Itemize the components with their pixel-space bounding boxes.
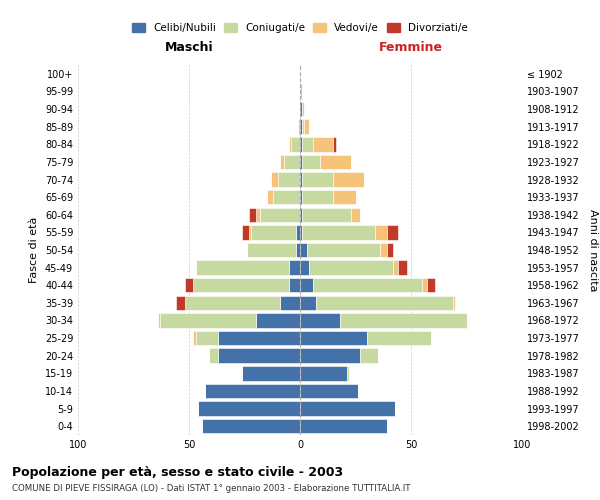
Bar <box>300 154 302 169</box>
Bar <box>218 331 300 345</box>
Bar <box>242 225 249 240</box>
Bar <box>300 419 386 434</box>
Bar <box>300 348 360 363</box>
Bar <box>309 260 393 275</box>
Bar <box>196 260 289 275</box>
Bar <box>280 154 284 169</box>
Bar <box>302 225 376 240</box>
Bar <box>196 331 218 345</box>
Legend: Celibi/Nubili, Coniugati/e, Vedovi/e, Divorziati/e: Celibi/Nubili, Coniugati/e, Vedovi/e, Di… <box>128 18 472 37</box>
Bar <box>313 278 422 292</box>
Bar <box>302 102 304 117</box>
Bar <box>280 296 300 310</box>
Bar <box>334 172 364 186</box>
Y-axis label: Anni di nascita: Anni di nascita <box>588 209 598 291</box>
Bar <box>300 384 358 398</box>
Bar <box>302 137 313 152</box>
Bar <box>453 296 455 310</box>
Bar <box>300 208 302 222</box>
Bar <box>367 331 431 345</box>
Bar <box>205 384 300 398</box>
Bar <box>260 208 300 222</box>
Bar <box>302 190 334 204</box>
Bar <box>300 278 313 292</box>
Bar <box>176 296 185 310</box>
Bar <box>300 120 302 134</box>
Bar <box>351 208 360 222</box>
Bar <box>334 137 335 152</box>
Bar <box>249 225 251 240</box>
Bar <box>360 348 378 363</box>
Bar <box>422 278 427 292</box>
Bar <box>296 243 300 257</box>
Bar <box>298 120 300 134</box>
Bar <box>307 243 380 257</box>
Bar <box>278 172 300 186</box>
Bar <box>393 260 398 275</box>
Bar <box>274 190 300 204</box>
Bar <box>300 225 302 240</box>
Bar <box>347 366 349 380</box>
Text: Femmine: Femmine <box>379 42 443 54</box>
Bar <box>300 172 302 186</box>
Bar <box>300 137 302 152</box>
Bar <box>300 366 347 380</box>
Bar <box>284 154 300 169</box>
Bar <box>386 225 398 240</box>
Bar <box>202 419 300 434</box>
Bar <box>300 260 309 275</box>
Bar <box>256 314 300 328</box>
Bar <box>380 243 386 257</box>
Bar <box>300 243 307 257</box>
Bar <box>218 348 300 363</box>
Bar <box>302 208 351 222</box>
Bar <box>296 225 300 240</box>
Bar <box>193 331 196 345</box>
Bar <box>302 172 334 186</box>
Bar <box>251 225 296 240</box>
Bar <box>302 120 304 134</box>
Bar <box>271 172 278 186</box>
Bar <box>320 154 351 169</box>
Bar <box>300 84 302 98</box>
Bar <box>386 243 393 257</box>
Bar <box>256 208 260 222</box>
Bar <box>266 190 274 204</box>
Bar <box>185 278 193 292</box>
Bar <box>242 366 300 380</box>
Bar <box>302 154 320 169</box>
Y-axis label: Fasce di età: Fasce di età <box>29 217 39 283</box>
Bar <box>249 208 256 222</box>
Text: Maschi: Maschi <box>164 42 214 54</box>
Text: COMUNE DI PIEVE FISSIRAGA (LO) - Dati ISTAT 1° gennaio 2003 - Elaborazione TUTTI: COMUNE DI PIEVE FISSIRAGA (LO) - Dati IS… <box>12 484 410 493</box>
Bar <box>291 137 300 152</box>
Bar <box>300 296 316 310</box>
Bar <box>334 190 355 204</box>
Bar <box>300 190 302 204</box>
Bar <box>209 348 218 363</box>
Bar <box>300 331 367 345</box>
Bar <box>289 260 300 275</box>
Bar <box>313 137 334 152</box>
Bar <box>247 243 296 257</box>
Bar <box>193 278 289 292</box>
Bar <box>304 120 309 134</box>
Bar <box>289 278 300 292</box>
Bar <box>316 296 453 310</box>
Text: Popolazione per età, sesso e stato civile - 2003: Popolazione per età, sesso e stato civil… <box>12 466 343 479</box>
Bar <box>289 137 291 152</box>
Bar <box>398 260 407 275</box>
Bar <box>300 314 340 328</box>
Bar <box>376 225 386 240</box>
Bar <box>300 402 395 416</box>
Bar <box>300 102 302 117</box>
Bar <box>198 402 300 416</box>
Bar <box>427 278 436 292</box>
Bar <box>160 314 256 328</box>
Bar <box>185 296 280 310</box>
Bar <box>340 314 467 328</box>
Bar <box>158 314 160 328</box>
